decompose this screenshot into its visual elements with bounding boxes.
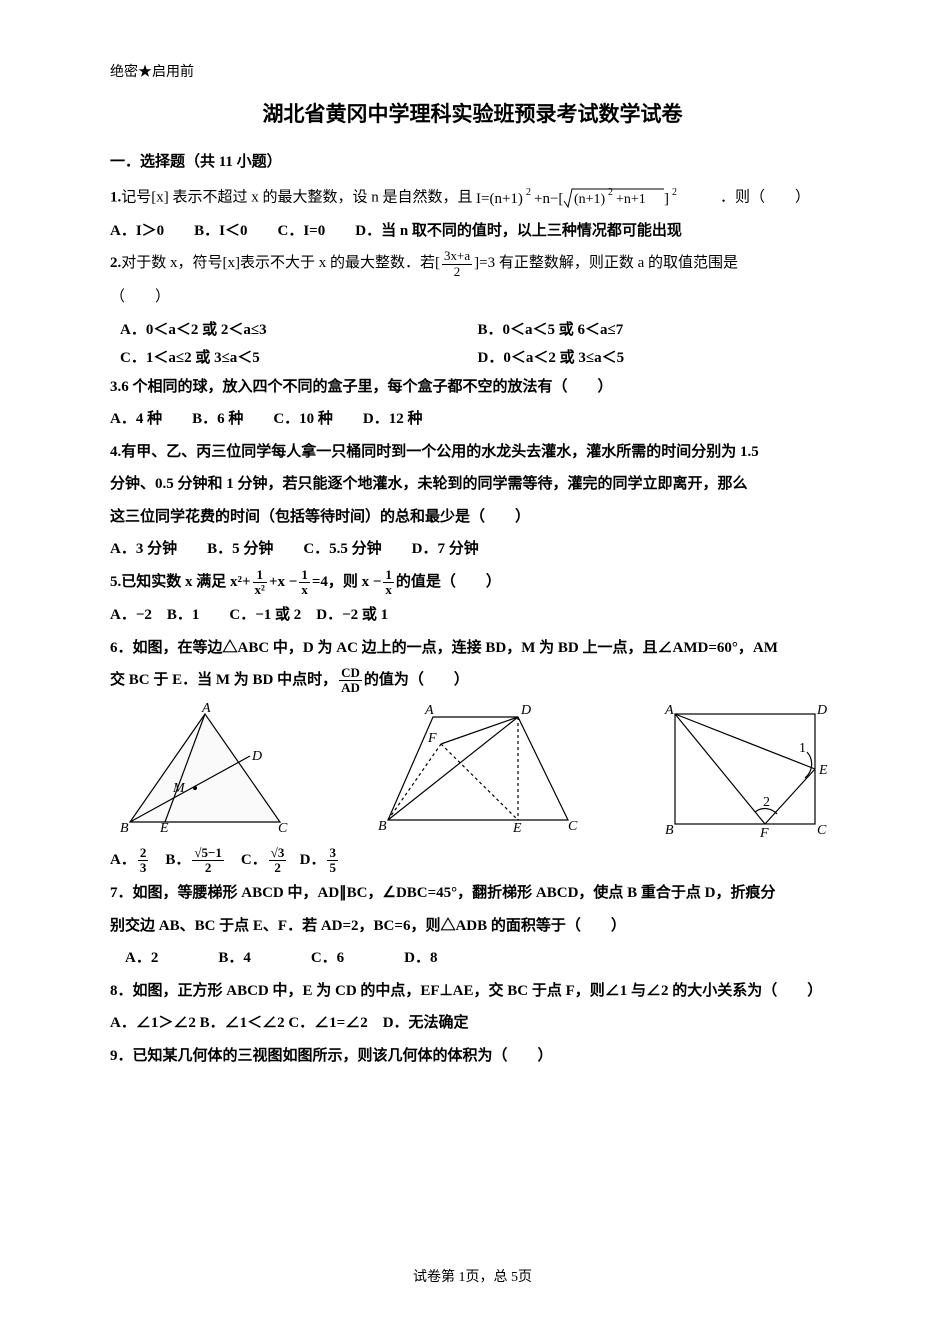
q4-l3: 这三位同学花费的时间（包括等待时间）的总和最少是（ ）	[110, 503, 835, 532]
q5-options: A．−2 B．1 C．−1 或 2 D．−2 或 1	[110, 601, 835, 630]
svg-text:B: B	[378, 819, 387, 834]
q6-options: A．23 B．√5−12 C．√32 D．35	[110, 846, 835, 876]
svg-text:A: A	[424, 703, 434, 718]
page-footer: 试卷第 1页，总 5页	[0, 1265, 945, 1292]
q2-optC: C．1＜a≤2 或 3≤a＜5	[120, 344, 478, 373]
q1-text2: ．则（ ）	[720, 189, 810, 205]
svg-text:C: C	[817, 823, 827, 838]
q2-frac: 3x+a2	[442, 249, 472, 279]
svg-text:F: F	[759, 826, 769, 841]
q8-l1: 8．如图，正方形 ABCD 中，E 为 CD 的中点，EF⊥AE，交 BC 于点…	[110, 977, 835, 1006]
figure-1: A B C D E M	[110, 702, 300, 842]
q2-text1: 对于数 x，符号[x]表示不大于 x 的最大整数．若[	[121, 256, 440, 272]
q2-prefix: 2.	[110, 256, 121, 272]
question-2: 2.对于数 x，符号[x]表示不大于 x 的最大整数．若[3x+a2]=3 有正…	[110, 249, 835, 279]
q6-oB-pre: B．	[165, 852, 190, 868]
svg-text:A: A	[201, 702, 211, 716]
q1-options: A．I＞0 B．I＜0 C．I=0 D．当 n 取不同的值时，以上三种情况都可能…	[110, 217, 835, 246]
figures-row: A B C D E M A D B C E F	[110, 702, 835, 842]
svg-text:]: ]	[664, 191, 669, 207]
q6-oA-pre: A．	[110, 852, 136, 868]
q6-l2a: 交 BC 于 E．当 M 为 BD 中点时，	[110, 672, 337, 688]
question-5: 5.已知实数 x 满足 x²+1x²+x −1x=4，则 x −1x的值是（ ）	[110, 568, 835, 598]
q2-optB: B．0＜a＜5 或 6＜a≤7	[478, 316, 836, 345]
q5-t1: 5.已知实数 x 满足 x²+	[110, 574, 251, 590]
q2-optD: D．0＜a＜2 或 3≤a＜5	[478, 344, 836, 373]
svg-text:D: D	[520, 703, 531, 718]
q1-formula-svg: I=(n+1) 2 +n−[ (n+1) 2 +n+1 ] 2	[476, 183, 716, 213]
q6-oD-pre: D．	[300, 852, 326, 868]
svg-text:E: E	[512, 821, 522, 836]
section-heading: 一．选择题（共 11 小题）	[110, 148, 835, 177]
q2-text3: （ ）	[110, 283, 835, 312]
q6-l1: 6．如图，在等边△ABC 中，D 为 AC 边上的一点，连接 BD，M 为 BD…	[110, 634, 835, 663]
q5-t2: +x −	[269, 574, 297, 590]
svg-text:D: D	[251, 749, 262, 764]
svg-text:B: B	[665, 823, 674, 838]
q7-l2: 别交边 AB、BC 于点 E、F．若 AD=2，BC=6，则△ADB 的面积等于…	[110, 912, 835, 941]
q7-options: A．2 B．4 C．6 D．8	[110, 944, 835, 973]
q5-f3: 1x	[383, 568, 394, 598]
svg-text:2: 2	[763, 795, 770, 810]
q5-f2: 1x	[299, 568, 310, 598]
header-note: 绝密★启用前	[110, 60, 835, 87]
q6-oC-pre: C．	[241, 852, 267, 868]
q2-optA: A．0＜a＜2 或 2＜a≤3	[120, 316, 478, 345]
svg-text:F: F	[427, 731, 437, 746]
svg-text:2: 2	[672, 187, 677, 198]
q6-l2: 交 BC 于 E．当 M 为 BD 中点时，CDAD的值为（ ）	[110, 666, 835, 696]
svg-text:I=(n+1): I=(n+1)	[476, 191, 523, 207]
q7-l1: 7．如图，等腰梯形 ABCD 中，AD∥BC，∠DBC=45°，翻折梯形 ABC…	[110, 879, 835, 908]
svg-text:(n+1): (n+1)	[574, 192, 606, 207]
q3-options: A．4 种 B．6 种 C．10 种 D．12 种	[110, 405, 835, 434]
svg-text:+n+1: +n+1	[616, 192, 646, 207]
question-9: 9．已知某几何体的三视图如图所示，则该几何体的体积为（ ）	[110, 1042, 835, 1071]
page-title: 湖北省黄冈中学理科实验班预录考试数学试卷	[110, 95, 835, 135]
q4-options: A．3 分钟 B．5 分钟 C．5.5 分钟 D．7 分钟	[110, 535, 835, 564]
svg-text:E: E	[818, 763, 828, 778]
svg-text:E: E	[159, 821, 169, 836]
figure-2: A D B C E F	[373, 702, 583, 842]
svg-text:2: 2	[608, 187, 613, 198]
q1-text1: 记号[x] 表示不超过 x 的最大整数，设 n 是自然数，且	[121, 189, 472, 205]
svg-text:C: C	[568, 819, 578, 834]
q6-l2b: 的值为（ ）	[364, 672, 469, 688]
svg-text:D: D	[816, 703, 827, 718]
svg-text:+n−[: +n−[	[534, 191, 563, 207]
q4-l1: 4.有甲、乙、丙三位同学每人拿一只桶同时到一个公用的水龙头去灌水，灌水所需的时间…	[110, 438, 835, 467]
svg-text:1: 1	[799, 741, 806, 756]
q4-l2: 分钟、0.5 分钟和 1 分钟，若只能逐个地灌水，未轮到的同学需等待，灌完的同学…	[110, 470, 835, 499]
q5-t3: =4，则 x −	[312, 574, 382, 590]
question-1: 1.记号[x] 表示不超过 x 的最大整数，设 n 是自然数，且 I=(n+1)…	[110, 183, 835, 213]
svg-text:C: C	[278, 821, 288, 836]
q1-prefix: 1.	[110, 189, 121, 205]
svg-text:B: B	[120, 821, 129, 836]
svg-text:2: 2	[526, 187, 531, 198]
q5-f1: 1x²	[253, 568, 267, 598]
q2-text2: ]=3 有正整数解，则正数 a 的取值范围是	[474, 256, 738, 272]
svg-text:M: M	[172, 781, 186, 796]
figure-3: A D B C E F 1 2	[655, 702, 835, 842]
q2-options: A．0＜a＜2 或 2＜a≤3 B．0＜a＜5 或 6＜a≤7 C．1＜a≤2 …	[110, 316, 835, 373]
question-3: 3.6 个相同的球，放入四个不同的盒子里，每个盒子都不空的放法有（ ）	[110, 373, 835, 402]
q8-options: A．∠1＞∠2 B．∠1＜∠2 C．∠1=∠2 D．无法确定	[110, 1009, 835, 1038]
svg-text:A: A	[664, 703, 674, 718]
q5-t4: 的值是（ ）	[396, 574, 501, 590]
q6-frac: CDAD	[339, 666, 362, 696]
